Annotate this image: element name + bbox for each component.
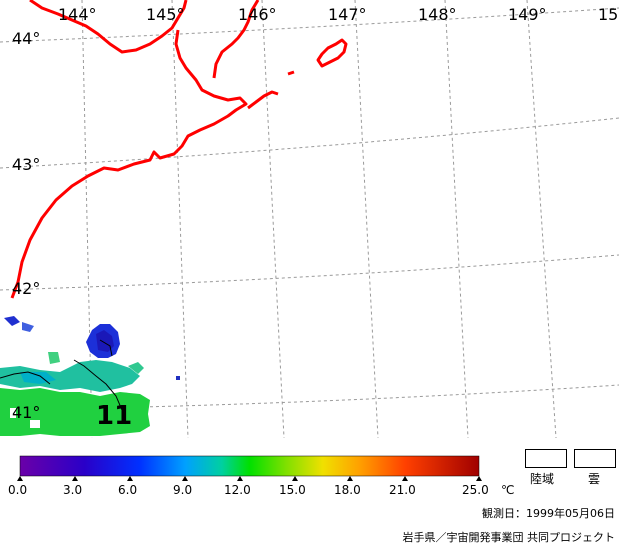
lat-label-42: 42°: [12, 279, 40, 298]
meridian-144: [81, 0, 93, 439]
lon-label-144: 144°: [58, 5, 97, 24]
cloud-legend-label: 雲: [588, 472, 601, 486]
lat-label-44: 44°: [12, 29, 40, 48]
parallel-42: [0, 254, 619, 291]
contours: [0, 339, 127, 425]
lat-labels: 44° 43° 42° 41°: [12, 29, 40, 422]
cb-label-18: 18.0: [334, 483, 361, 497]
cb-label-21: 21.0: [389, 483, 416, 497]
cloud-legend-swatch: [574, 449, 616, 468]
cb-label-15: 15.0: [279, 483, 306, 497]
land-legend-swatch: [525, 449, 567, 468]
hokkaido-east-coast: [10, 29, 248, 299]
cb-label-25: 25.0: [462, 483, 489, 497]
graticule: [0, 0, 619, 439]
lon-label-145: 145°: [146, 5, 185, 24]
parallel-41: [0, 384, 619, 411]
colorbar-ticks: [17, 476, 482, 481]
lon-label-149: 149°: [508, 5, 547, 24]
credit-line: 岩手県／宇宙開発事業団 共同プロジェクト: [402, 531, 616, 544]
meridian-146: [261, 0, 285, 439]
lon-label-147: 147°: [328, 5, 367, 24]
contour-label: 11: [96, 401, 132, 431]
cb-label-9: 9.0: [173, 483, 192, 497]
lon-label-148: 148°: [418, 5, 457, 24]
cb-label-6: 6.0: [118, 483, 137, 497]
lat-label-43: 43°: [12, 155, 40, 174]
hokkaido-coast: [29, 0, 188, 54]
shiretoko-peninsula: [212, 0, 260, 79]
habomai-islet: [287, 70, 295, 76]
meridian-145: [171, 0, 189, 439]
lon-labels: 144° 145° 146° 147° 148° 149° 15: [58, 5, 618, 24]
cb-unit: ℃: [501, 483, 514, 497]
colorbar-labels: 0.0 3.0 6.0 9.0 12.0 15.0 18.0 21.0 25.0…: [8, 483, 514, 497]
land-legend-label: 陸域: [530, 472, 555, 486]
meridian-148: [444, 0, 469, 439]
observation-date: 観測日：1999年05月06日: [482, 507, 615, 520]
shikotan-island: [316, 38, 348, 68]
meridian-147: [354, 0, 379, 439]
kunashiri-island: [247, 90, 279, 110]
meridian-149: [526, 0, 557, 439]
colorbar: [19, 455, 480, 477]
parallel-44: [0, 7, 619, 43]
lon-label-146: 146°: [238, 5, 277, 24]
lon-label-150: 15: [598, 5, 618, 24]
lat-label-41: 41°: [12, 403, 40, 422]
cb-label-0: 0.0: [8, 483, 27, 497]
sst-patches: [0, 316, 180, 436]
coastline: [10, 0, 348, 299]
cb-label-12: 12.0: [224, 483, 251, 497]
cb-label-3: 3.0: [63, 483, 82, 497]
parallel-43: [0, 117, 619, 169]
